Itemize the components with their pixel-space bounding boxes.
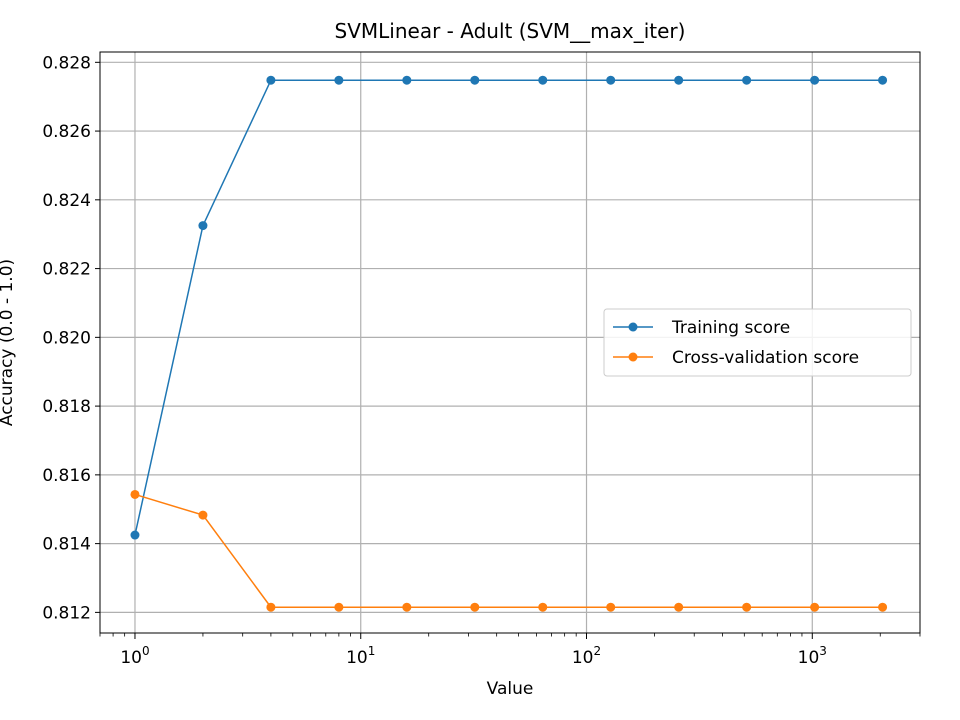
data-point <box>606 75 616 85</box>
axis-ticks: 0.812 0.814 0.816 0.818 0.820 0.822 0.824 0.826… <box>42 53 921 668</box>
y-tick-label: 0.820 <box>42 328 91 348</box>
legend-swatch-marker <box>628 322 638 332</box>
x-tick-label: 102 <box>572 644 601 668</box>
data-point <box>334 75 344 85</box>
data-point <box>402 602 412 612</box>
data-point <box>674 602 684 612</box>
legend-label: Training score <box>671 318 790 338</box>
data-point <box>538 75 548 85</box>
y-tick-label: 0.828 <box>42 53 91 73</box>
plot-frame <box>99 51 921 634</box>
data-point <box>266 602 276 612</box>
y-tick-label: 0.812 <box>42 603 91 623</box>
data-point <box>130 530 140 540</box>
y-tick-label: 0.818 <box>42 397 91 417</box>
x-tick-label: 100 <box>120 644 149 668</box>
data-point <box>878 602 888 612</box>
data-point <box>606 602 616 612</box>
y-tick-label: 0.824 <box>42 191 91 211</box>
data-point <box>878 75 888 85</box>
y-axis-label: Accuracy (0.0 - 1.0) <box>0 259 17 426</box>
data-point <box>198 510 208 520</box>
data-point <box>538 602 548 612</box>
data-point <box>470 75 480 85</box>
y-tick-label: 0.822 <box>42 260 91 280</box>
series-lines <box>130 75 888 612</box>
series-line-0 <box>134 79 883 536</box>
legend-box <box>603 308 912 377</box>
y-tick-label: 0.826 <box>42 122 91 142</box>
data-point <box>742 75 752 85</box>
series-line-1 <box>134 493 883 608</box>
data-point <box>130 489 140 499</box>
chart-title: SVMLinear - Adult (SVM__max_iter) <box>335 19 686 43</box>
data-point <box>742 602 752 612</box>
x-axis-label: Value <box>487 679 534 699</box>
data-point <box>470 602 480 612</box>
data-point <box>674 75 684 85</box>
legend-label: Cross-validation score <box>672 348 859 368</box>
x-tick-label: 103 <box>798 644 827 668</box>
y-tick-label: 0.816 <box>42 466 91 486</box>
data-point <box>810 75 820 85</box>
x-tick-label: 101 <box>346 644 375 668</box>
legend: Training score Cross-validation score <box>603 308 912 377</box>
data-point <box>810 602 820 612</box>
data-point <box>402 75 412 85</box>
y-tick-label: 0.814 <box>42 535 91 555</box>
data-point <box>334 602 344 612</box>
legend-swatch-marker <box>628 352 638 362</box>
data-point <box>266 75 276 85</box>
data-point <box>198 221 208 231</box>
